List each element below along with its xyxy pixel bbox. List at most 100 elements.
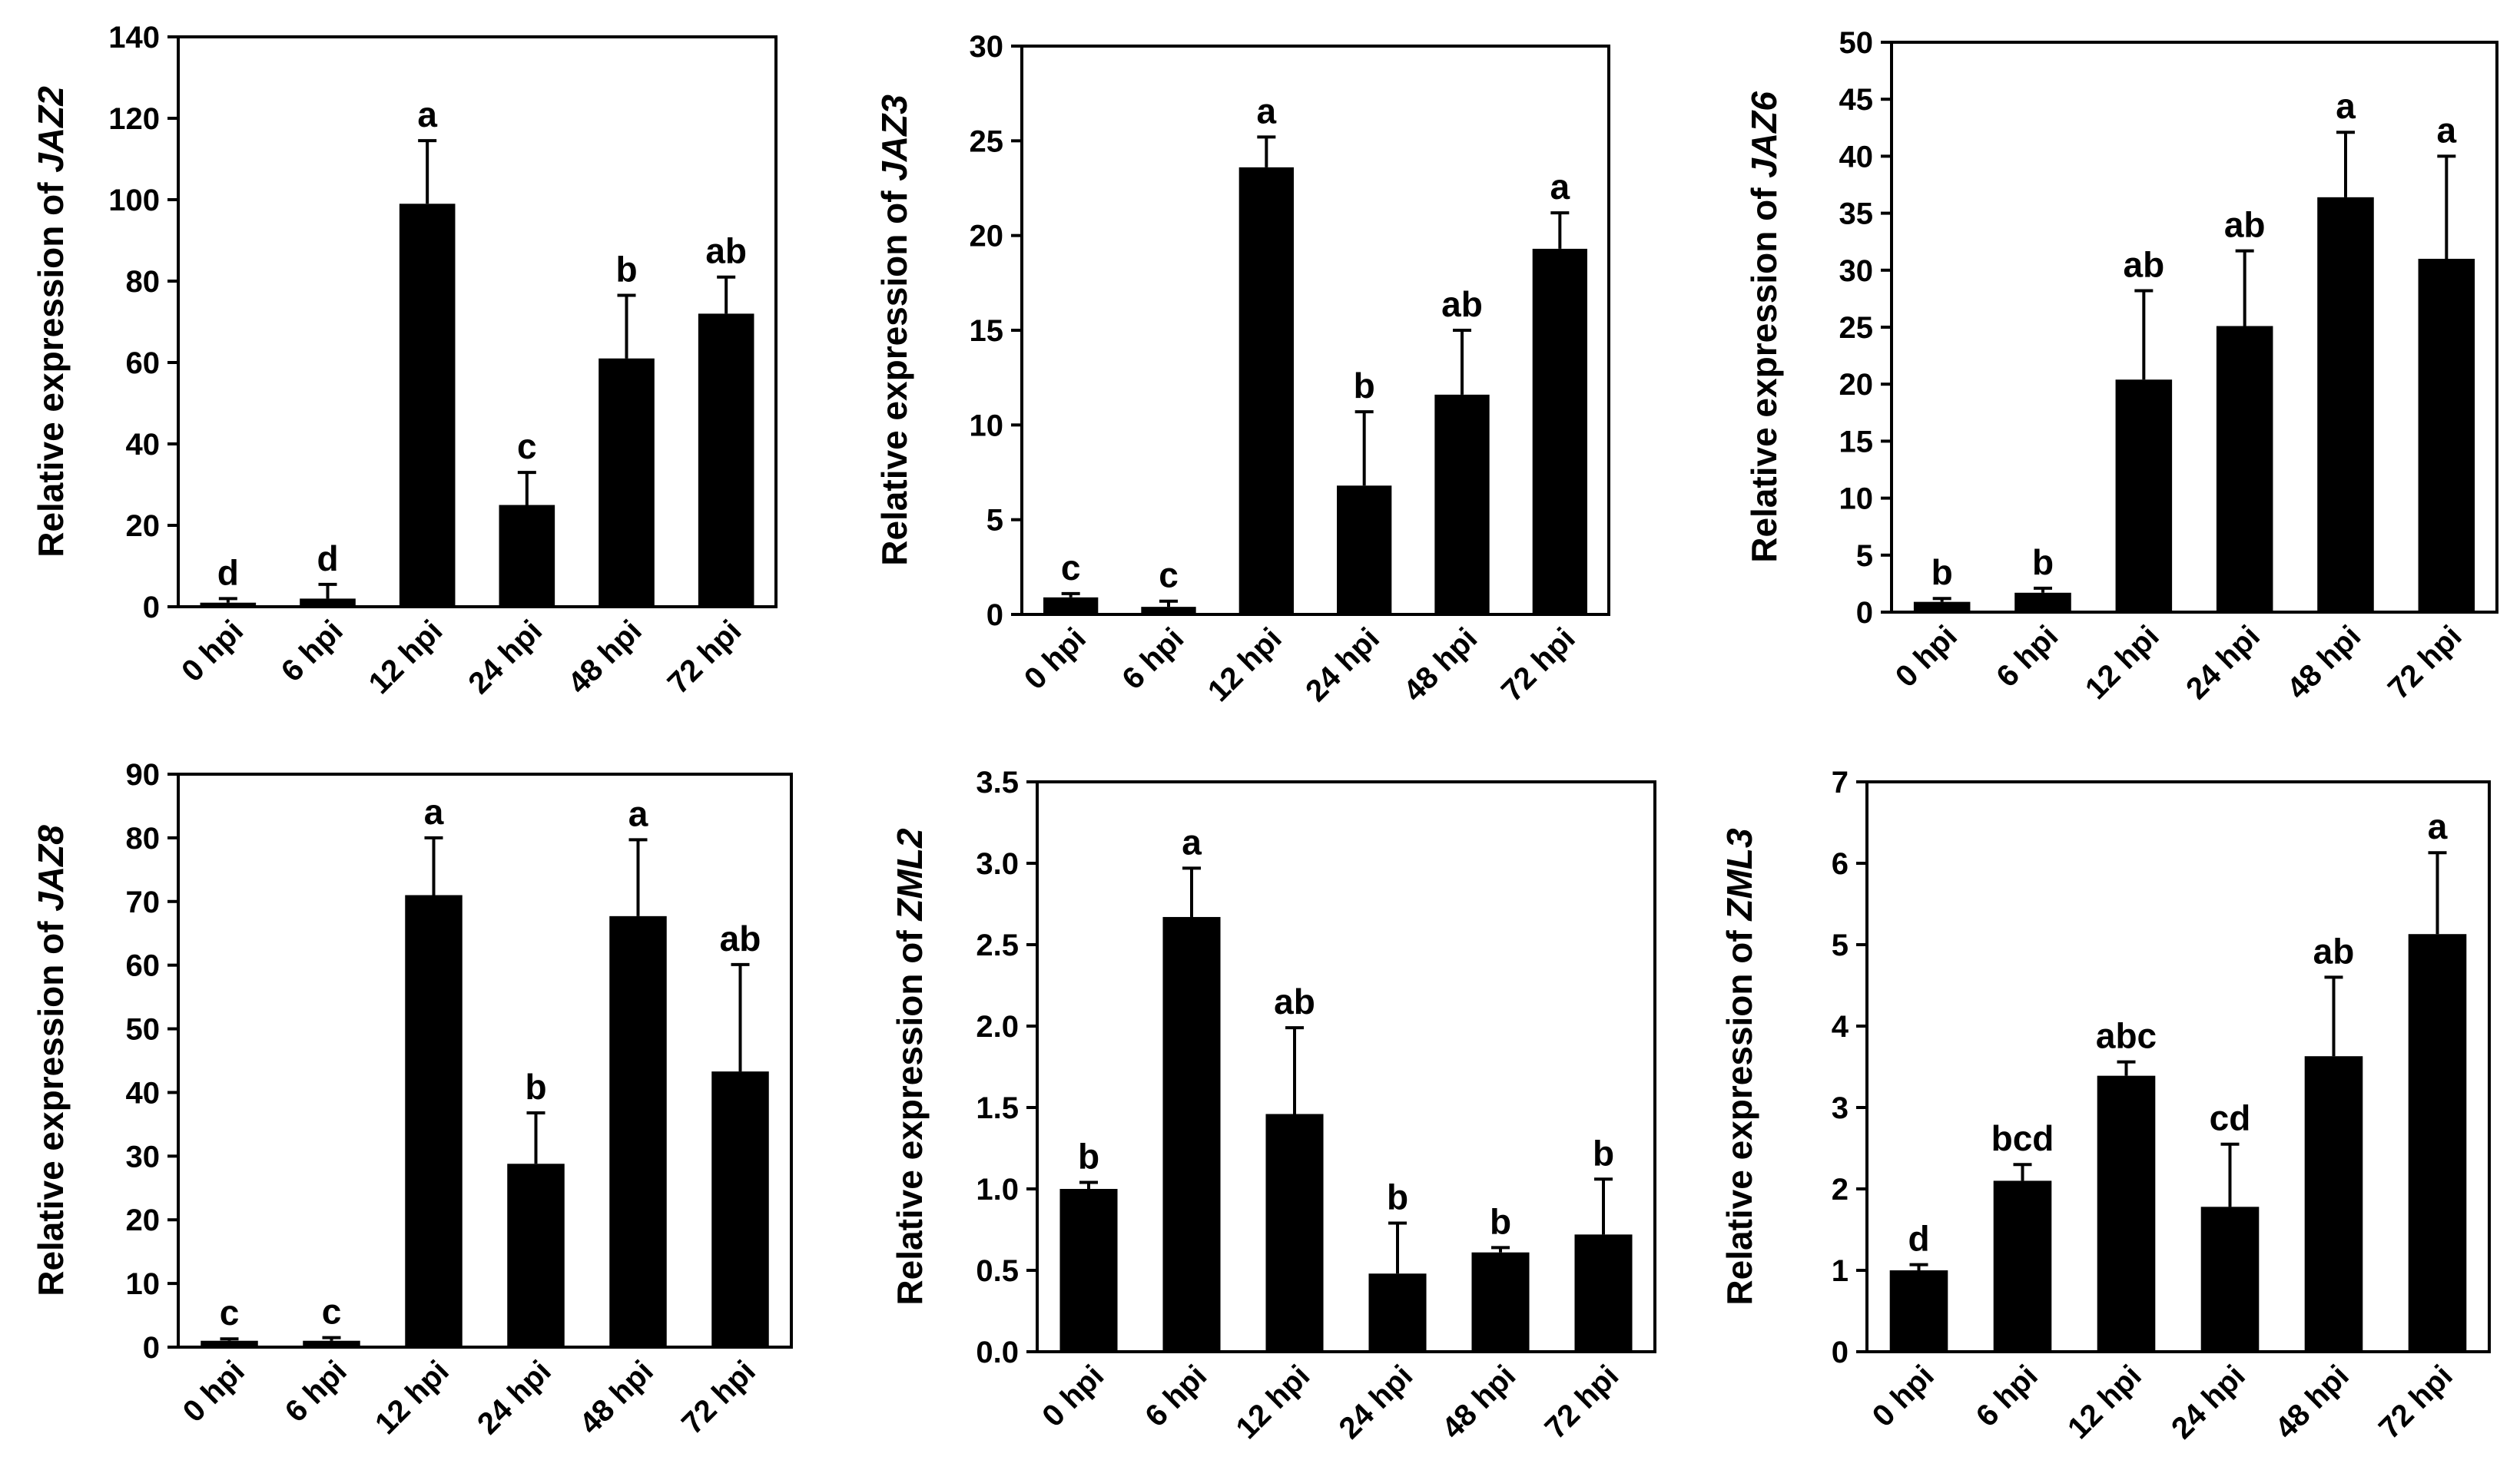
significance-letter-4: a — [2336, 86, 2356, 126]
significance-letter-3: c — [517, 426, 537, 466]
plot-frame — [177, 773, 793, 1349]
x-tick-label-4: 48 hpi — [1398, 621, 1484, 708]
plot-frame — [1890, 41, 2498, 614]
y-tick-label: 90 — [126, 758, 161, 792]
bar-jaz8-3 — [507, 1164, 565, 1347]
bar-jaz6-5 — [2418, 258, 2475, 612]
bar-jaz2-0 — [200, 602, 257, 607]
x-tick-label-0: 0 hpi — [177, 1354, 251, 1429]
bar-jaz8-4 — [609, 915, 667, 1347]
significance-letter-0: d — [1908, 1219, 1929, 1259]
x-tick-label-2: 12 hpi — [2079, 619, 2166, 706]
significance-letter-5: a — [1550, 167, 1570, 207]
x-tick-label-1: 6 hpi — [1116, 621, 1190, 696]
y-tick-label: 20 — [126, 509, 161, 543]
plot-frame — [1036, 780, 1656, 1353]
x-tick-label-5: 72 hpi — [1495, 621, 1582, 708]
y-tick-label: 2.5 — [976, 929, 1019, 962]
y-tick-label: 10 — [1839, 482, 1874, 516]
y-axis-title-prefix: Relative expression of — [1719, 921, 1759, 1306]
y-axis-title: Relative expression of JAZ6 — [1744, 91, 1784, 563]
bar-jaz8-2 — [405, 895, 463, 1347]
x-tick-label-5: 72 hpi — [1539, 1359, 1626, 1445]
y-tick-label: 4 — [1832, 1010, 1849, 1044]
bar-zml2-4 — [1471, 1252, 1530, 1352]
y-tick-label: 3 — [1832, 1091, 1849, 1125]
significance-letter-3: b — [1387, 1177, 1408, 1217]
x-tick-label-0: 0 hpi — [1018, 621, 1093, 696]
chart-panel-jaz2: 0 20 40 60 80 100 120 140 d 0 hpi d 6 hpi a 12 hpi c 24… — [31, 21, 778, 700]
y-tick-label: 20 — [1839, 368, 1874, 402]
bar-jaz6-4 — [2317, 197, 2374, 613]
significance-letter-1: c — [322, 1292, 342, 1332]
y-axis-title-gene: ZML2 — [890, 828, 930, 922]
significance-letter-5: a — [2428, 806, 2448, 846]
bar-jaz2-4 — [598, 358, 655, 607]
significance-letter-4: b — [1490, 1201, 1511, 1241]
y-tick-label: 10 — [970, 409, 1004, 442]
x-tick-label-1: 6 hpi — [1970, 1359, 2044, 1433]
bar-jaz3-2 — [1238, 167, 1294, 614]
y-tick-label: 40 — [126, 428, 161, 462]
chart-panel-jaz6: 0 5 10 15 20 25 30 35 40 45 50 b 0 hpi b 6 hpi ab 12 hpi… — [1744, 26, 2498, 706]
significance-letter-1: b — [2032, 542, 2054, 582]
x-tick-label-0: 0 hpi — [1036, 1359, 1110, 1433]
significance-letter-5: ab — [705, 231, 747, 271]
significance-letter-0: c — [220, 1293, 240, 1333]
y-tick-label: 25 — [1839, 311, 1874, 345]
y-tick-label: 35 — [1839, 197, 1874, 231]
significance-letter-0: d — [217, 552, 239, 592]
x-tick-label-1: 6 hpi — [1139, 1359, 1213, 1433]
y-tick-label: 6 — [1832, 847, 1849, 881]
x-tick-label-4: 48 hpi — [1436, 1359, 1523, 1445]
x-tick-label-3: 24 hpi — [471, 1354, 558, 1441]
y-axis-title-prefix: Relative expression of — [31, 912, 71, 1296]
x-tick-label-3: 24 hpi — [1299, 621, 1386, 708]
bar-zml3-5 — [2408, 934, 2467, 1352]
y-axis-title-gene: JAZ2 — [31, 86, 71, 173]
y-tick-label: 70 — [126, 886, 161, 919]
significance-letter-4: ab — [1441, 284, 1483, 324]
significance-letter-5: b — [1593, 1133, 1614, 1173]
y-tick-label: 50 — [1839, 26, 1874, 60]
y-tick-label: 7 — [1832, 766, 1849, 800]
x-tick-label-5: 72 hpi — [2382, 619, 2469, 706]
chart-panel-zml2: 0.0 0.5 1.0 1.5 2.0 2.5 3.0 3.5 b 0 hpi a 6 hpi ab 12… — [890, 766, 1656, 1445]
y-axis-title-prefix: Relative expression of — [874, 181, 914, 566]
x-tick-label-1: 6 hpi — [1990, 619, 2064, 694]
bar-zml2-1 — [1162, 916, 1221, 1352]
significance-letter-4: a — [628, 793, 648, 833]
y-tick-label: 2.0 — [976, 1010, 1019, 1044]
x-tick-label-2: 12 hpi — [1202, 621, 1288, 708]
x-tick-label-3: 24 hpi — [462, 614, 549, 700]
y-tick-label: 40 — [126, 1076, 161, 1110]
x-tick-label-3: 24 hpi — [2180, 619, 2266, 706]
y-tick-label: 60 — [126, 346, 161, 380]
y-tick-label: 30 — [126, 1140, 161, 1174]
significance-letter-3: b — [525, 1067, 546, 1107]
y-tick-label: 0.0 — [976, 1336, 1019, 1369]
y-axis-title: Relative expression of JAZ8 — [31, 825, 71, 1296]
bar-zml2-3 — [1368, 1273, 1427, 1352]
bar-jaz2-1 — [300, 598, 356, 607]
bar-jaz8-1 — [303, 1340, 360, 1347]
bar-jaz3-1 — [1141, 607, 1196, 614]
y-tick-label: 5 — [1856, 539, 1873, 573]
y-tick-label: 40 — [1839, 140, 1874, 174]
bar-zml2-2 — [1265, 1114, 1324, 1352]
significance-letter-5: ab — [720, 919, 761, 959]
y-tick-label: 45 — [1839, 83, 1874, 117]
y-axis-title-gene: JAZ3 — [874, 94, 914, 181]
significance-letter-0: b — [1931, 552, 1953, 592]
x-tick-label-0: 0 hpi — [1889, 619, 1964, 694]
significance-letter-2: a — [1257, 91, 1277, 131]
bar-zml3-4 — [2304, 1056, 2363, 1352]
significance-letter-1: c — [1159, 555, 1179, 595]
y-tick-label: 3.0 — [976, 847, 1019, 881]
chart-panel-jaz3: 0 5 10 15 20 25 30 c 0 hpi c 6 hpi a 12 hpi b 24 hpi ab… — [874, 30, 1610, 708]
y-axis-title: Relative expression of ZML2 — [890, 828, 930, 1306]
y-tick-label: 140 — [108, 21, 160, 55]
y-tick-label: 20 — [970, 220, 1004, 253]
x-tick-label-5: 72 hpi — [2372, 1359, 2459, 1445]
chart-panel-zml3: 0 1 2 3 4 5 6 7 d 0 hpi bcd 6 hpi abc 12 hpi cd 24 hpi a… — [1719, 766, 2491, 1445]
